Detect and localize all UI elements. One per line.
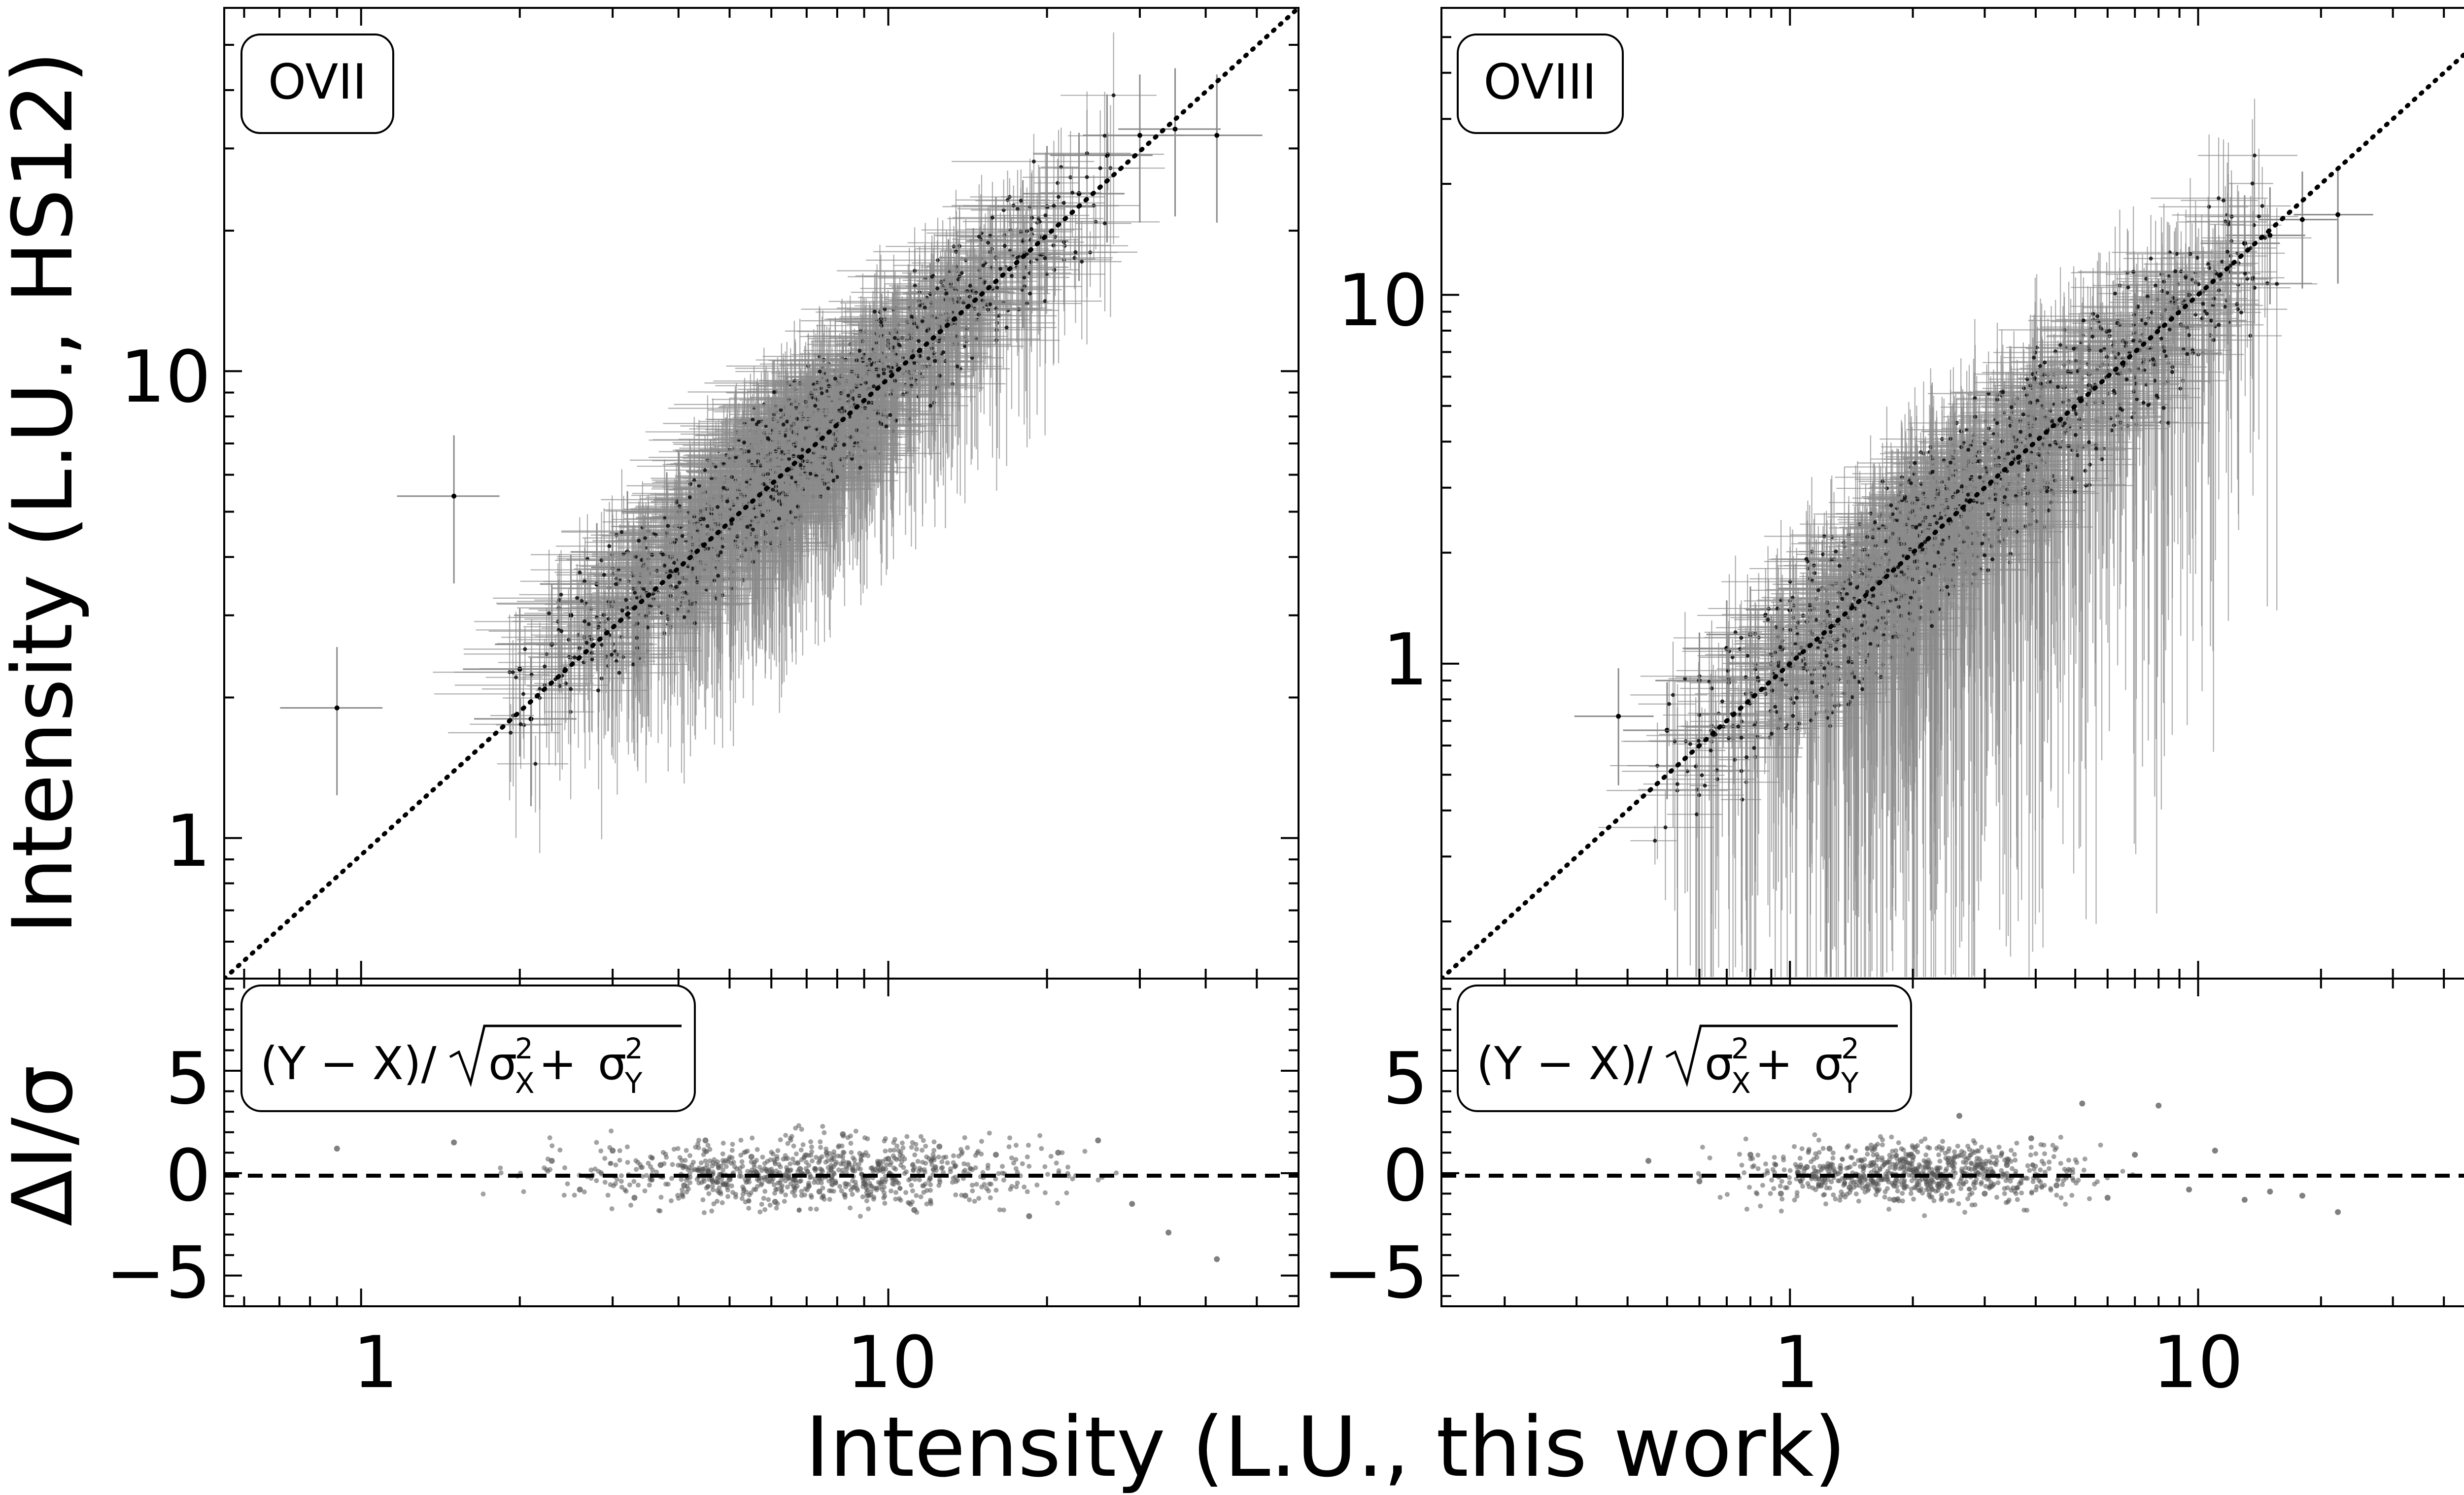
residual-point — [631, 1194, 638, 1201]
data-point — [2258, 171, 2338, 289]
ovii-data — [280, 32, 1263, 853]
residual-point — [2299, 1192, 2305, 1199]
oviii-r-tick-5: 5 — [1383, 1037, 1428, 1121]
residual-point — [992, 1152, 999, 1158]
oviii-formula-box — [1457, 985, 1912, 1112]
residual-point — [1826, 1145, 1833, 1152]
residual-cloud — [480, 1123, 1119, 1219]
residual-point — [1956, 1113, 1962, 1119]
residual-point — [1055, 1150, 1061, 1156]
data-point — [2293, 167, 2373, 284]
oviii-y-tick-1: 1 — [1383, 618, 1428, 702]
formula-sigma-y: σ — [598, 1037, 626, 1090]
ovii-label: OVII — [268, 54, 367, 110]
residual-point — [1982, 1190, 1988, 1197]
residual-point — [2267, 1189, 2273, 1195]
oviii-residual-data — [1645, 1100, 2341, 1219]
residual-point — [1026, 1213, 1032, 1220]
axis-ticks — [224, 8, 2445, 1306]
formula-text: (Y − X)/ — [260, 1037, 437, 1090]
residual-point — [2241, 1196, 2248, 1203]
residual-point — [936, 1143, 943, 1150]
formula-plus: + — [1755, 1037, 1793, 1090]
measurement-cloud — [1598, 99, 2318, 977]
residual-point — [748, 1154, 754, 1160]
residual-point — [1778, 1190, 1784, 1197]
residual-point — [451, 1139, 457, 1146]
oviii-r-tick-0: 0 — [1383, 1134, 1428, 1218]
residual-point — [334, 1145, 340, 1152]
residual-point — [2156, 1102, 2162, 1109]
oviii-residual-formula: (Y − X)/σ2X + σ2Y — [1476, 1024, 1898, 1100]
formula-text: (Y − X)/ — [1476, 1037, 1653, 1090]
residual-point — [702, 1137, 709, 1144]
oviii-x-tick-1: 1 — [1774, 1321, 1819, 1404]
ovii-residual-frame — [223, 978, 1300, 1307]
ovii-x-tick-1: 1 — [353, 1321, 398, 1404]
oviii-label: OVIII — [1483, 54, 1596, 110]
x-axis-title: Intensity (L.U., this work) — [805, 1399, 1846, 1495]
formula-sigma-y: σ — [1814, 1037, 1843, 1090]
ovii-residual-formula: (Y − X)/σ2X + σ2Y — [260, 1024, 682, 1100]
residual-point — [1165, 1229, 1172, 1236]
data-point — [1083, 74, 1186, 223]
ovii-y-tick-10: 10 — [120, 336, 211, 419]
residual-point — [1129, 1201, 1135, 1207]
ovii-y-tick-1: 1 — [166, 800, 211, 883]
sqrt-icon — [449, 1024, 682, 1087]
oviii-y-tick-10: 10 — [1337, 259, 1428, 342]
residual-point — [2028, 1135, 2034, 1142]
oviii-r-tick-m5: −5 — [1323, 1231, 1428, 1315]
ovii-label-box — [240, 34, 394, 134]
ovii-r-tick-0: 0 — [166, 1134, 211, 1218]
oviii-x-tick-10: 10 — [2153, 1321, 2244, 1404]
ovii-r-tick-m5: −5 — [105, 1231, 211, 1315]
data-point — [280, 647, 383, 795]
residual-point — [1696, 1178, 1703, 1185]
ovii-identity-line — [224, 8, 1299, 979]
ovii-r-tick-5: 5 — [166, 1037, 211, 1121]
residual-point — [2132, 1152, 2138, 1158]
ovii-residual-data — [334, 1123, 1220, 1262]
measurement-cloud — [433, 32, 1165, 853]
formula-sigma-x: σ — [1705, 1037, 1733, 1090]
oviii-label-box — [1457, 34, 1624, 134]
residual-point — [577, 1187, 583, 1193]
residual-point — [2212, 1148, 2218, 1154]
ovii-formula-box — [240, 985, 696, 1112]
oviii-identity-line — [1441, 51, 2464, 979]
data-point — [1118, 68, 1221, 217]
data-point — [397, 435, 500, 584]
residual-point — [816, 1189, 822, 1195]
residual-point — [2186, 1187, 2192, 1193]
residual-point — [2053, 1182, 2060, 1189]
ovii-x-tick-10: 10 — [847, 1321, 938, 1404]
y-axis-title-residual: ΔI/σ — [0, 1065, 91, 1226]
residual-point — [2079, 1100, 2086, 1107]
oviii-residual-frame — [1440, 978, 2464, 1307]
residual-point — [962, 1192, 968, 1199]
oviii-data — [1574, 99, 2373, 977]
residual-point — [2104, 1194, 2111, 1201]
residual-point — [1095, 1137, 1101, 1144]
y-axis-title-main: Intensity (L.U., HS12) — [0, 51, 91, 935]
sqrt-icon — [1665, 1024, 1898, 1087]
residual-point — [1214, 1256, 1220, 1262]
data-point — [1574, 668, 1654, 785]
formula-plus: + — [539, 1037, 577, 1090]
formula-sigma-x: σ — [488, 1037, 517, 1090]
residual-point — [2335, 1209, 2341, 1215]
residual-point — [1645, 1157, 1651, 1164]
data-point — [1160, 74, 1263, 223]
